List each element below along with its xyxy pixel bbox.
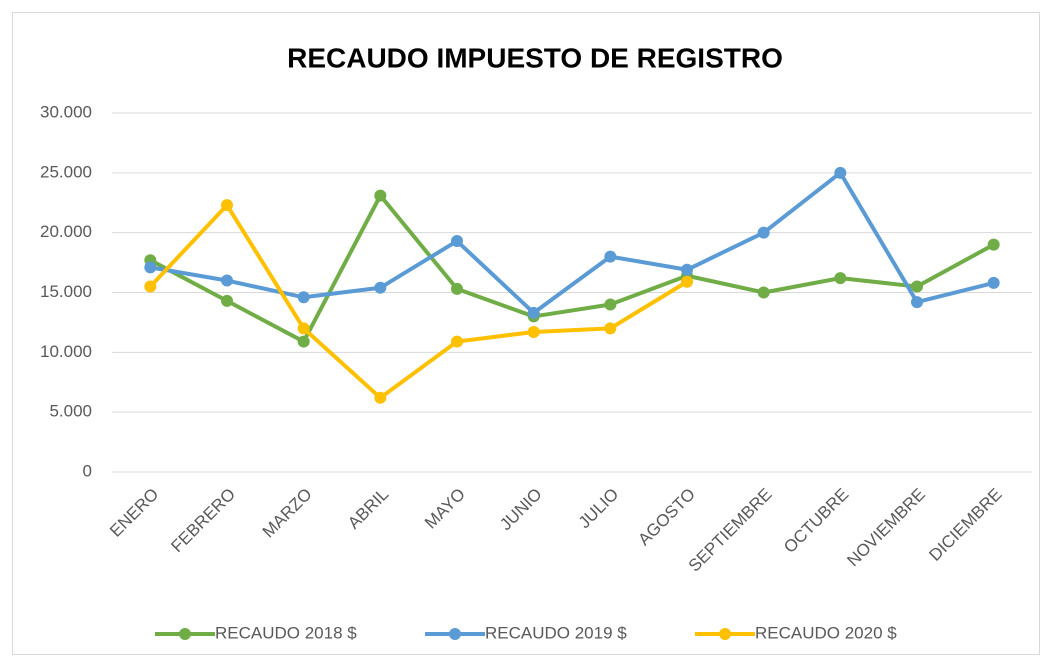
data-point [987, 238, 1000, 251]
chart-title: RECAUDO IMPUESTO DE REGISTRO [287, 42, 783, 73]
data-point [144, 280, 157, 293]
series-line [149, 170, 995, 315]
y-tick-label: 20.000 [40, 222, 92, 241]
y-tick-label: 5.000 [49, 402, 92, 421]
data-point [451, 282, 463, 295]
data-point [297, 335, 310, 348]
data-point [681, 275, 693, 288]
data-point [604, 322, 617, 335]
data-point [604, 298, 617, 311]
data-point [757, 286, 770, 299]
legend-marker [449, 628, 461, 640]
data-point [911, 280, 923, 293]
data-point [681, 263, 693, 276]
data-point [221, 274, 233, 287]
data-point [374, 189, 387, 202]
data-point [757, 226, 770, 239]
y-tick-label: 15.000 [40, 282, 92, 301]
y-tick-label: 0 [83, 461, 92, 480]
data-point [527, 306, 540, 319]
legend-marker [179, 628, 191, 640]
legend-label: RECAUDO 2020 $ [755, 623, 897, 642]
data-point [451, 235, 463, 248]
data-point [221, 199, 233, 212]
data-point [911, 296, 923, 309]
legend-label: RECAUDO 2019 $ [485, 623, 627, 642]
data-point [451, 335, 463, 348]
data-point [834, 166, 847, 179]
data-point [144, 261, 157, 274]
legend-marker [719, 628, 731, 640]
data-point [987, 276, 1000, 289]
data-point [527, 325, 540, 338]
series-line [149, 193, 995, 344]
data-point [297, 322, 310, 335]
y-tick-label: 25.000 [40, 162, 92, 181]
data-point [374, 391, 387, 404]
y-tick-label: 30.000 [40, 102, 92, 121]
data-point [221, 294, 233, 307]
data-point [834, 272, 847, 285]
y-tick-label: 10.000 [40, 342, 92, 361]
legend-label: RECAUDO 2018 $ [215, 623, 357, 642]
data-point [297, 291, 310, 304]
series-line [148, 203, 689, 400]
data-point [374, 281, 387, 294]
data-point [604, 250, 617, 263]
